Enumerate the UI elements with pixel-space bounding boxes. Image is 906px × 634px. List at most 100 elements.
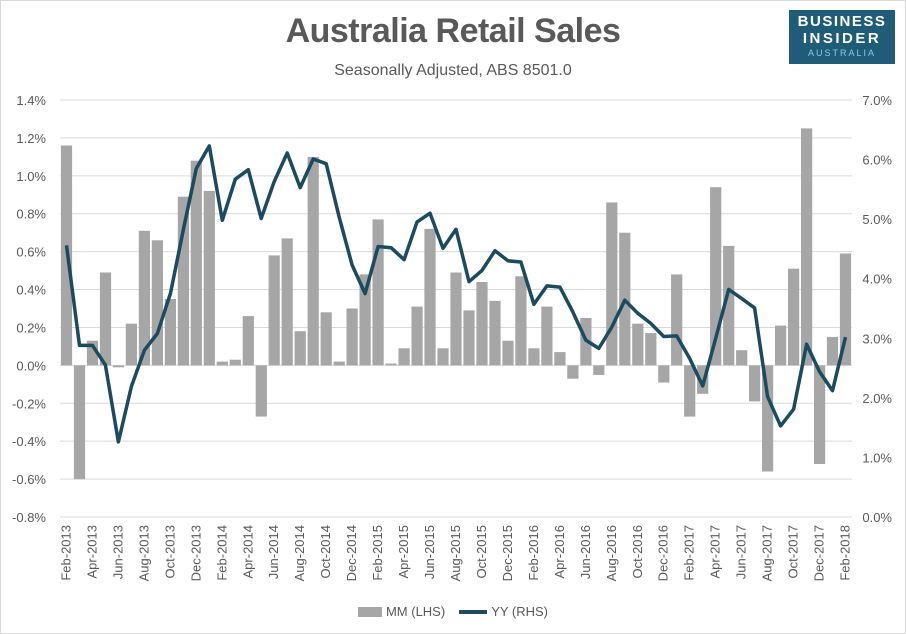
x-axis-tick: Feb-2016	[526, 525, 541, 581]
mm-bar	[385, 363, 397, 366]
mm-bar	[73, 365, 86, 480]
right-axis-tick: 0.0%	[862, 510, 892, 525]
mm-bar	[736, 350, 748, 366]
mm-bar	[294, 331, 306, 366]
mm-bar	[528, 348, 540, 366]
left-axis-tick: 0.2%	[16, 320, 46, 335]
mm-bar	[164, 299, 176, 366]
logo-line-3: AUSTRALIA	[807, 48, 876, 58]
mm-bar	[749, 365, 761, 402]
x-axis-tick: Oct-2015	[474, 525, 489, 578]
right-axis-tick: 4.0%	[862, 272, 892, 287]
mm-bar	[515, 276, 527, 366]
mm-bar	[177, 196, 189, 366]
legend-label-yy: YY (RHS)	[491, 604, 549, 619]
mm-bar	[463, 310, 475, 366]
left-axis-tick: 0.6%	[16, 245, 46, 260]
left-axis-tick: -0.6%	[12, 472, 46, 487]
x-axis-tick: Feb-2014	[214, 525, 229, 581]
mm-bar	[86, 340, 99, 366]
right-y-axis-labels: 7.0% 6.0% 5.0% 4.0% 3.0% 2.0% 1.0% 0.0%	[862, 93, 892, 525]
x-axis-tick: Jun-2017	[734, 525, 749, 579]
legend-label-mm: MM (LHS)	[385, 604, 446, 619]
x-axis-tick: Dec-2013	[188, 525, 203, 581]
x-axis-tick: Feb-2018	[838, 525, 853, 581]
x-axis-tick: Feb-2017	[682, 525, 697, 581]
left-axis-tick: 0.8%	[16, 207, 46, 222]
x-axis-tick: Feb-2013	[59, 525, 74, 581]
x-axis-tick: Aug-2015	[448, 525, 463, 581]
line-swatch-icon	[459, 609, 488, 614]
mm-bar	[242, 316, 254, 366]
right-axis-tick: 1.0%	[862, 450, 892, 465]
x-axis-labels: Feb-2013 Apr-2013 Jun-2013 Aug-2013 Oct-2013…	[59, 525, 853, 581]
mm-bar	[190, 160, 202, 366]
x-axis-tick: Apr-2013	[85, 525, 100, 578]
mm-bar	[541, 306, 553, 366]
x-axis-tick: Apr-2015	[396, 525, 411, 578]
x-axis-tick: Oct-2014	[318, 525, 333, 578]
right-axis-tick: 5.0%	[862, 212, 892, 227]
mm-bar	[658, 365, 670, 383]
mm-bar	[710, 187, 722, 366]
mm-bar	[99, 272, 112, 366]
mm-bar	[723, 245, 735, 366]
left-axis-tick: 0.4%	[16, 283, 46, 298]
mm-bar	[762, 365, 774, 472]
x-axis-tick: Apr-2016	[552, 525, 567, 578]
mm-bar	[502, 340, 514, 366]
chart-legend: MM (LHS) YY (RHS)	[0, 604, 906, 619]
mm-bar	[489, 300, 501, 366]
mm-bar	[788, 268, 800, 366]
left-axis-tick: -0.8%	[12, 510, 46, 525]
mm-bar	[606, 202, 618, 366]
x-axis-tick: Jun-2014	[266, 525, 281, 579]
legend-item-mm: MM (LHS)	[357, 604, 446, 619]
mm-bar	[255, 365, 267, 417]
mm-bar	[814, 365, 826, 464]
right-axis-tick: 6.0%	[862, 153, 892, 168]
x-axis-tick: Dec-2016	[656, 525, 671, 581]
mm-bar	[671, 274, 683, 366]
mm-bar	[632, 323, 644, 366]
left-axis-tick: 1.0%	[16, 169, 46, 184]
mm-bar	[333, 361, 345, 366]
bar-swatch-icon	[357, 606, 382, 617]
mm-bar	[801, 128, 813, 366]
mm-bar	[320, 312, 332, 366]
right-axis-tick: 2.0%	[862, 391, 892, 406]
x-axis-tick: Jun-2015	[422, 525, 437, 579]
mm-bar	[645, 333, 657, 366]
left-axis-tick: -0.4%	[12, 434, 46, 449]
mm-bar	[554, 352, 566, 366]
x-axis-tick: Aug-2016	[604, 525, 619, 581]
chart-title: Australia Retail Sales	[285, 12, 621, 50]
mm-bar	[151, 240, 163, 366]
x-axis-tick: Aug-2017	[760, 525, 775, 581]
mm-bar	[112, 365, 124, 368]
x-axis-tick: Aug-2013	[136, 525, 151, 581]
left-y-axis-labels: 1.4% 1.2% 1.0% 0.8% 0.6% 0.4% 0.2% 0.0% -0.2% -0.…	[12, 93, 46, 525]
left-axis-tick: 0.0%	[16, 358, 46, 373]
mm-bar-series	[60, 128, 852, 480]
x-axis-tick: Apr-2014	[240, 525, 255, 578]
mm-bar	[372, 219, 384, 366]
x-axis-tick: Apr-2017	[708, 525, 723, 578]
mm-bar	[138, 230, 150, 366]
mm-bar	[229, 359, 241, 366]
legend-item-yy: YY (RHS)	[459, 604, 548, 619]
mm-bar	[826, 336, 839, 366]
x-axis-tick: Dec-2015	[500, 525, 515, 581]
x-axis-tick: Feb-2015	[370, 525, 385, 581]
logo-line-1: BUSINESS	[797, 13, 887, 30]
mm-bar	[216, 361, 228, 366]
x-axis-tick: Jun-2013	[110, 525, 125, 579]
mm-bar	[281, 238, 293, 366]
mm-bar	[346, 308, 358, 366]
mm-bar	[437, 348, 449, 366]
mm-bar	[268, 255, 280, 366]
mm-bar	[567, 365, 579, 379]
logo-line-2: INSIDER	[802, 30, 882, 47]
mm-bar	[775, 325, 787, 366]
